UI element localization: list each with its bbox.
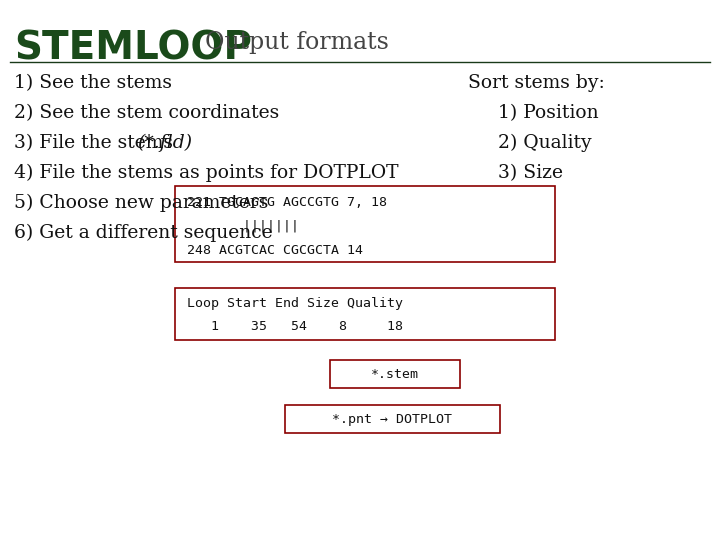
Text: 1) See the stems: 1) See the stems [14,74,172,92]
Text: 248 ACGTCAC CGCGCTA 14: 248 ACGTCAC CGCGCTA 14 [187,244,363,257]
Text: 4) File the stems as points for DOTPLOT: 4) File the stems as points for DOTPLOT [14,164,398,183]
Bar [285,405,500,433]
Bar [330,360,460,388]
Text: *.pnt → DOTPLOT: *.pnt → DOTPLOT [333,413,452,426]
Text: 5) Choose new parameters: 5) Choose new parameters [14,194,269,212]
Bar [175,186,555,262]
Text: STEMLOOP: STEMLOOP [14,30,252,68]
Text: Sort stems by:: Sort stems by: [468,74,605,92]
Text: 2) See the stem coordinates: 2) See the stem coordinates [14,104,279,122]
Text: 2) Quality: 2) Quality [498,134,592,152]
Text: |||||||: ||||||| [187,220,299,233]
Text: 1) Position: 1) Position [498,104,598,122]
Text: 6) Get a different sequence: 6) Get a different sequence [14,224,273,242]
Bar [175,288,555,340]
Text: 3) File the stems: 3) File the stems [14,134,179,152]
Text: Loop Start End Size Quality: Loop Start End Size Quality [187,297,403,310]
Text: Output formats: Output formats [205,31,389,54]
Text: 221 TGCAGTG AGCCGTG 7, 18: 221 TGCAGTG AGCCGTG 7, 18 [187,196,387,209]
Text: *.stem: *.stem [371,368,419,381]
Text: (*.fld): (*.fld) [138,134,192,152]
Text: 3) Size: 3) Size [498,164,563,182]
Text: 1    35   54    8     18: 1 35 54 8 18 [187,320,403,333]
